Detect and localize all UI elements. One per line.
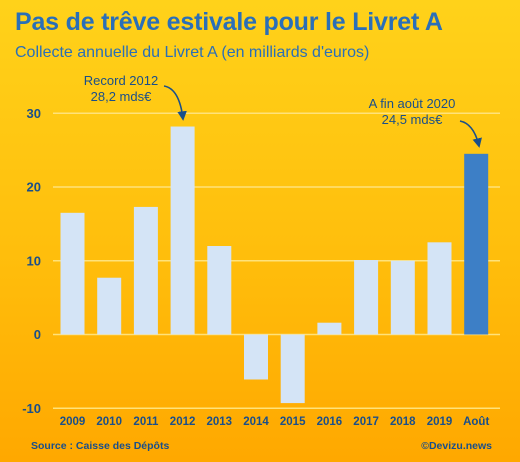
x-tick-2015: 2015 [280,416,306,428]
x-tick-2018: 2018 [390,416,416,428]
x-tick-2016: 2016 [317,416,343,428]
x-tick-2013: 2013 [207,416,233,428]
annotation-2012: Record 2012 28,2 mds€ [84,73,158,104]
chart-subtitle: Collecte annuelle du Livret A (en millia… [15,44,370,61]
x-tick-2011: 2011 [133,416,159,428]
bar-2013 [207,246,232,335]
annotation-ao-t: A fin août 2020 24,5 mds€ [369,96,456,127]
source-note: Source : Caisse des Dépôts [31,440,169,452]
annotation-line: Record 2012 [84,73,158,88]
y-tick-10: -10 [22,401,41,416]
bar-2010 [97,277,122,335]
arrow-icon [459,120,482,148]
bars [60,126,489,404]
gridlines [53,112,500,409]
x-tick-2010: 2010 [96,416,122,428]
x-axis: 2009 2010 2011 2012 2013 2014 2015 2016 2017 2018… [60,416,490,428]
bar-2015 [280,334,305,404]
annotation-line: 28,2 mds€ [91,89,152,104]
bar-2016 [317,322,342,335]
y-tick-10: 10 [27,253,41,268]
x-tick-2009: 2009 [60,416,86,428]
bar-2011 [133,206,158,335]
arrow-icon [163,85,187,121]
y-axis: -10 0 10 20 30 [22,106,41,416]
x-tick-2019: 2019 [427,416,453,428]
bar-2014 [244,334,268,380]
bar-2018 [390,260,415,335]
chart-title: Pas de trêve estivale pour le Livret A [15,8,443,36]
y-tick-30: 30 [27,106,41,121]
x-tick-ao-t: Août [463,416,489,428]
annotation-line: 24,5 mds€ [382,112,443,127]
bar-2012 [170,126,195,335]
bar-ao-t [464,153,489,335]
x-tick-2017: 2017 [353,416,379,428]
annotation-line: A fin août 2020 [369,96,456,111]
credit-note: ©Devizu.news [421,440,492,452]
bar-2019 [427,242,452,335]
y-tick-20: 20 [27,180,41,195]
x-tick-2012: 2012 [170,416,196,428]
x-tick-2014: 2014 [243,416,269,428]
bar-2009 [60,212,85,335]
bar-2017 [354,260,379,335]
y-tick-0: 0 [34,327,41,342]
annotations: Record 2012 28,2 mds€ A fin août 2020 24,5 … [84,73,482,148]
